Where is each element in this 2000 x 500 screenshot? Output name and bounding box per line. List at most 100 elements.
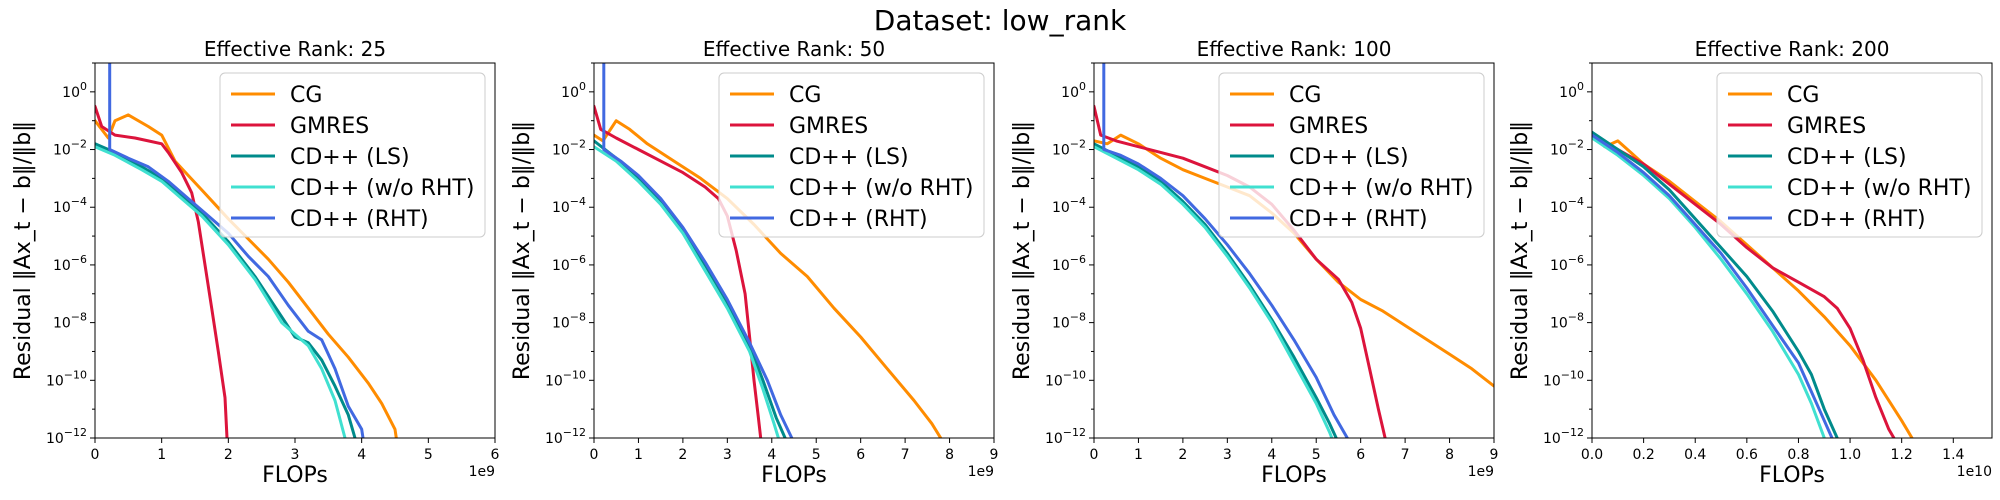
x-tick-label: 0.4 (1684, 447, 1706, 463)
x-tick-label: 5 (1312, 447, 1321, 463)
panel-title: Effective Rank: 25 (204, 37, 386, 61)
y-axis-label: Residual ‖Ax_t − b‖/‖b‖ (11, 121, 36, 380)
x-tick-label: 6 (491, 447, 500, 463)
x-axis-label: FLOPs (1261, 463, 1327, 488)
legend-label: CG (789, 83, 821, 108)
legend-box (1716, 72, 1983, 238)
axes-frame (593, 62, 995, 439)
y-axis-label: Residual ‖Ax_t − b‖/‖b‖ (1010, 121, 1035, 380)
legend-label: CD++ (w/o RHT) (789, 176, 973, 201)
y-tick-label: 10−10 (1045, 368, 1086, 389)
x-tick-label: 0.6 (1736, 447, 1758, 463)
x-tick-label: 0.0 (1581, 447, 1603, 463)
legend-label: CD++ (RHT) (789, 207, 928, 232)
y-tick-label: 10−2 (53, 138, 87, 159)
legend-label: CD++ (LS) (290, 145, 410, 170)
series-line-4 (1592, 136, 1826, 438)
legend-label: CD++ (LS) (1787, 145, 1907, 170)
y-tick-label: 10−12 (1543, 426, 1584, 447)
y-tick-label: 100 (561, 80, 586, 101)
y-tick-label: 10−10 (1543, 368, 1584, 389)
legend-label: GMRES (1787, 114, 1866, 139)
x-tick-label: 0.8 (1787, 447, 1809, 463)
y-tick-label: 10−12 (545, 426, 586, 447)
legend: CG GMRES CD++ (LS) CD++ (w/o RHT) CD++ (RHT) (1218, 72, 1485, 238)
y-tick-label: 10−8 (552, 311, 586, 332)
panel-title: Effective Rank: 100 (1197, 37, 1392, 61)
panel-title: Effective Rank: 200 (1695, 37, 1890, 61)
legend-label: CD++ (RHT) (1289, 207, 1428, 232)
series-line-3 (95, 142, 357, 438)
y-tick-label: 10−2 (552, 138, 586, 159)
x-tick-label: 0.2 (1632, 447, 1654, 463)
series-line-5 (1102, 63, 1349, 438)
legend-label: GMRES (1289, 114, 1368, 139)
y-tick-label: 10−10 (46, 368, 87, 389)
y-tick-label: 10−6 (53, 253, 87, 274)
x-axis-multiplier: 1e9 (1468, 464, 1494, 480)
series-line-4 (594, 145, 780, 438)
y-tick-label: 10−8 (1052, 311, 1086, 332)
panels: Effective Rank: 25 100 10−2 10−4 10−6 10−8 10−… (11, 37, 1993, 488)
legend: CG GMRES CD++ (LS) CD++ (w/o RHT) CD++ (RHT) (1716, 72, 1983, 238)
y-tick-label: 10−12 (46, 426, 87, 447)
y-tick-label: 10−2 (1052, 138, 1086, 159)
x-tick-label: 5 (812, 447, 821, 463)
legend-label: CG (1289, 83, 1321, 108)
legend-label: CD++ (LS) (789, 145, 909, 170)
y-tick-label: 10−2 (1550, 138, 1584, 159)
axes-frame (1093, 62, 1495, 439)
series-line-2 (95, 104, 229, 438)
x-tick-label: 8 (945, 447, 954, 463)
figure-title: Dataset: low_rank (874, 4, 1127, 37)
axes-frame (94, 62, 496, 439)
x-tick-label: 2 (1178, 447, 1187, 463)
y-tick-label: 10−8 (53, 311, 87, 332)
legend-box (219, 72, 486, 238)
y-tick-label: 10−12 (1045, 426, 1086, 447)
x-axis-multiplier: 1e9 (469, 464, 495, 480)
y-tick-label: 10−4 (1550, 195, 1584, 216)
legend-label: CG (1787, 83, 1819, 108)
x-tick-label: 7 (901, 447, 910, 463)
legend-label: GMRES (789, 114, 868, 139)
y-tick-label: 10−6 (552, 253, 586, 274)
y-tick-label: 10−8 (1550, 311, 1584, 332)
chart-panel-2: Effective Rank: 50 100 10−2 10−4 10−6 10−8 10−… (510, 37, 998, 488)
y-tick-label: 10−6 (1550, 253, 1584, 274)
y-axis-label: Residual ‖Ax_t − b‖/‖b‖ (510, 121, 535, 380)
x-tick-label: 6 (856, 447, 865, 463)
axes-frame (1591, 62, 1993, 439)
legend-label: CD++ (RHT) (290, 207, 429, 232)
series-line-5 (1592, 133, 1834, 438)
y-tick-label: 10−4 (1052, 195, 1086, 216)
x-tick-label: 3 (291, 447, 300, 463)
legend-label: CD++ (w/o RHT) (1289, 176, 1473, 201)
x-tick-label: 4 (1267, 447, 1276, 463)
x-axis-multiplier: 1e10 (1957, 464, 1992, 480)
x-tick-label: 3 (1223, 447, 1232, 463)
legend-label: CD++ (w/o RHT) (1787, 176, 1971, 201)
x-tick-label: 4 (767, 447, 776, 463)
x-tick-label: 1.0 (1839, 447, 1861, 463)
y-tick-label: 100 (1559, 80, 1584, 101)
series-line-4 (1094, 145, 1334, 438)
legend: CG GMRES CD++ (LS) CD++ (w/o RHT) CD++ (RHT) (219, 72, 486, 238)
x-tick-label: 1 (157, 447, 166, 463)
legend-label: CD++ (RHT) (1787, 207, 1926, 232)
x-tick-label: 0 (590, 447, 599, 463)
x-tick-label: 1 (634, 447, 643, 463)
chart-panel-4: Effective Rank: 200 100 10−2 10−4 10−6 10−8 10… (1508, 37, 1993, 488)
x-tick-label: 8 (1445, 447, 1454, 463)
series-line-3 (1592, 130, 1839, 438)
legend-box (718, 72, 985, 238)
x-tick-label: 2 (224, 447, 233, 463)
legend-label: GMRES (290, 114, 369, 139)
x-tick-label: 3 (723, 447, 732, 463)
x-axis-label: FLOPs (761, 463, 827, 488)
y-tick-label: 10−10 (545, 368, 586, 389)
series-line-2 (594, 104, 763, 438)
y-tick-label: 10−4 (552, 195, 586, 216)
x-tick-label: 6 (1356, 447, 1365, 463)
